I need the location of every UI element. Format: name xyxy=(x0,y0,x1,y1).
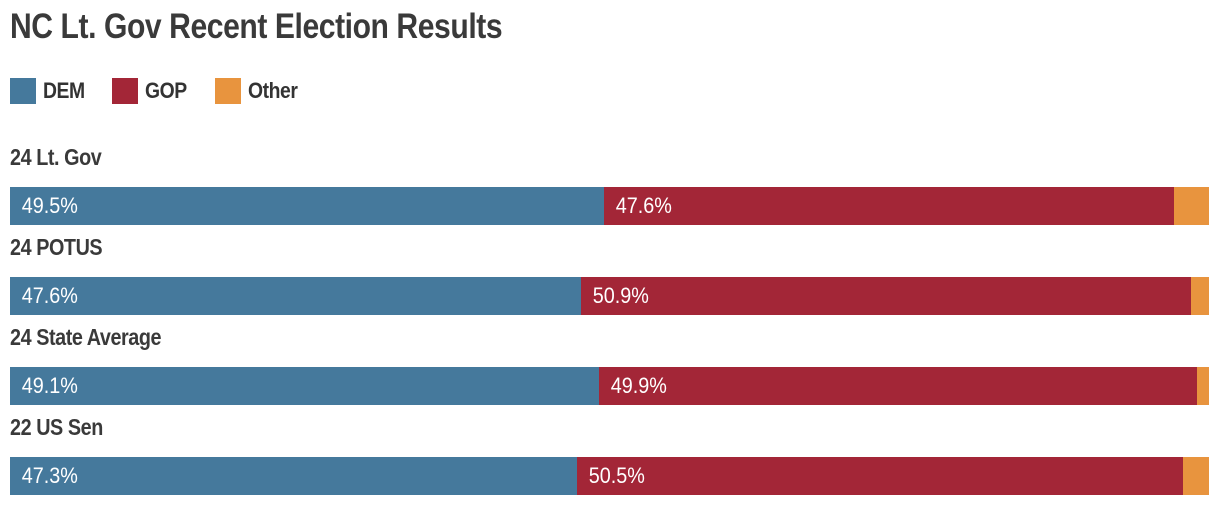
other-segment xyxy=(1191,277,1209,315)
bar-group-24-potus: 24 POTUS 47.6% 50.9% xyxy=(10,235,1209,315)
legend-label-other: Other xyxy=(247,78,298,103)
category-label: 24 Lt. Gov xyxy=(10,145,1209,169)
category-label: 24 POTUS xyxy=(10,235,1209,259)
bar-group-24-lt-gov: 24 Lt. Gov 49.5% 47.6% xyxy=(10,145,1209,225)
legend-item-dem: DEM xyxy=(10,78,90,104)
dem-value-label: 47.3% xyxy=(21,463,78,488)
category-label-text: 24 State Average xyxy=(10,324,162,350)
legend-swatch-gop xyxy=(112,78,139,104)
dem-value-label: 49.1% xyxy=(21,373,78,398)
dem-value-label: 49.5% xyxy=(21,193,78,218)
chart-title-text: NC Lt. Gov Recent Election Results xyxy=(10,7,503,46)
stacked-bar: 49.1% 49.9% xyxy=(10,367,1209,405)
other-segment xyxy=(1174,187,1209,225)
category-label-text: 22 US Sen xyxy=(10,414,103,440)
legend-label-gop: GOP xyxy=(145,78,188,103)
gop-value-label: 49.9% xyxy=(610,373,667,398)
bar-group-24-state-average: 24 State Average 49.1% 49.9% xyxy=(10,325,1209,405)
dem-value-label: 47.6% xyxy=(21,283,78,308)
dem-segment: 47.6% xyxy=(10,277,581,315)
legend-item-other: Other xyxy=(214,78,304,104)
dem-segment: 49.1% xyxy=(10,367,599,405)
category-label: 22 US Sen xyxy=(10,415,1209,439)
legend-swatch-other xyxy=(214,78,241,104)
dem-segment: 47.3% xyxy=(10,457,578,495)
gop-segment: 47.6% xyxy=(603,187,1175,225)
other-segment xyxy=(1197,367,1209,405)
category-label: 24 State Average xyxy=(10,325,1209,349)
category-label-text: 24 Lt. Gov xyxy=(10,144,102,170)
bar-group-22-us-sen: 22 US Sen 47.3% 50.5% xyxy=(10,415,1209,495)
stacked-bar: 49.5% 47.6% xyxy=(10,187,1209,225)
legend-swatch-dem xyxy=(10,78,36,104)
dem-segment: 49.5% xyxy=(10,187,604,225)
legend-label-dem: DEM xyxy=(43,78,85,103)
stacked-bar: 47.3% 50.5% xyxy=(10,457,1209,495)
legend-item-gop: GOP xyxy=(112,78,192,104)
chart-container: NC Lt. Gov Recent Election Results DEM G… xyxy=(10,8,1209,495)
gop-value-label: 47.6% xyxy=(615,193,672,218)
gop-segment: 49.9% xyxy=(598,367,1197,405)
gop-value-label: 50.9% xyxy=(592,283,649,308)
gop-segment: 50.5% xyxy=(577,457,1183,495)
legend: DEM GOP Other xyxy=(10,78,1209,104)
bar-groups: 24 Lt. Gov 49.5% 47.6% 24 POTUS 47.6% 50… xyxy=(10,145,1209,495)
category-label-text: 24 POTUS xyxy=(10,234,103,260)
gop-segment: 50.9% xyxy=(580,277,1191,315)
other-segment xyxy=(1182,457,1209,495)
gop-value-label: 50.5% xyxy=(588,463,645,488)
stacked-bar: 47.6% 50.9% xyxy=(10,277,1209,315)
page-title: NC Lt. Gov Recent Election Results xyxy=(10,8,1209,46)
